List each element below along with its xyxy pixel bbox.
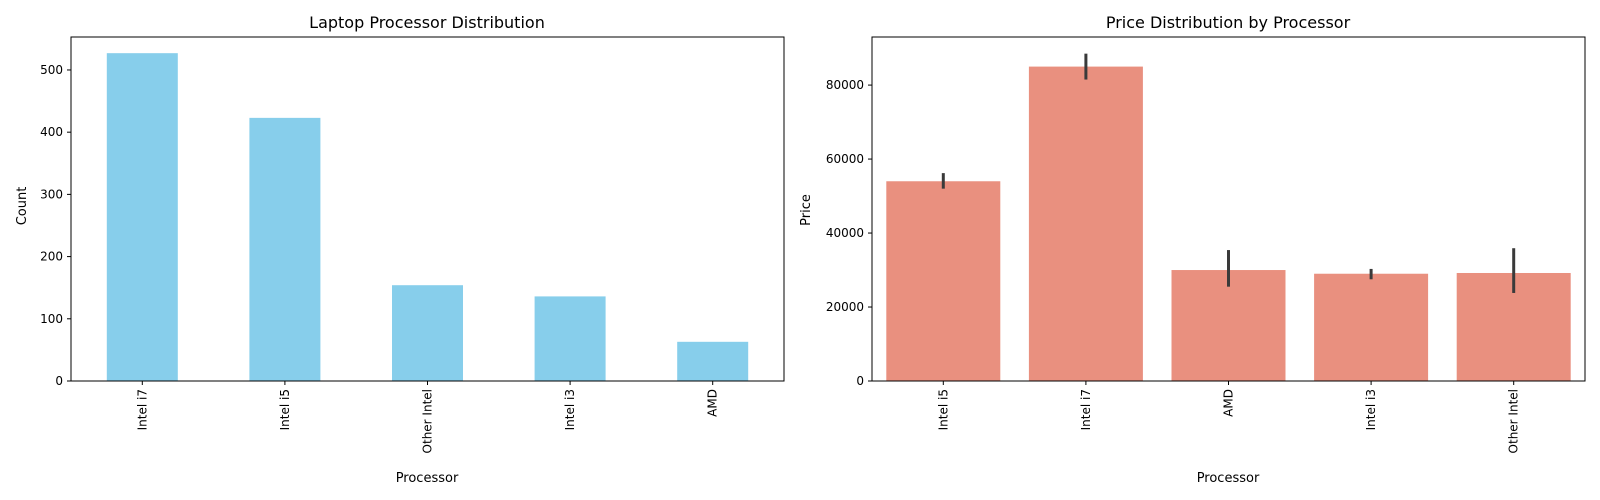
chart-title: Price Distribution by Processor bbox=[1106, 13, 1351, 32]
x-tick-label: Intel i3 bbox=[1364, 389, 1378, 430]
chart-title: Laptop Processor Distribution bbox=[309, 13, 545, 32]
y-tick-label: 80000 bbox=[826, 78, 864, 92]
x-tick-label: Other Intel bbox=[1507, 389, 1521, 453]
bar bbox=[677, 341, 749, 381]
x-axis-label: Processor bbox=[1197, 471, 1260, 486]
y-tick-label: 500 bbox=[40, 63, 63, 77]
x-axis: Intel i7 Intel i5 Other Intel Intel i3 AMD bbox=[135, 381, 720, 453]
x-axis-label: Processor bbox=[396, 471, 459, 486]
x-axis: Intel i5 Intel i7 AMD Intel i3 Other Intel bbox=[936, 381, 1521, 453]
bar bbox=[534, 296, 606, 381]
y-axis: 0 20000 40000 60000 80000 bbox=[826, 78, 872, 388]
x-tick-label: Intel i3 bbox=[563, 389, 577, 430]
x-tick-label: Intel i5 bbox=[936, 389, 950, 430]
x-tick-label: Other Intel bbox=[421, 389, 435, 453]
y-tick-label: 300 bbox=[40, 187, 63, 201]
y-tick-label: 0 bbox=[856, 374, 864, 388]
bar bbox=[249, 117, 321, 382]
bar bbox=[886, 181, 1001, 381]
bar bbox=[1171, 270, 1286, 381]
x-tick-label: Intel i7 bbox=[1079, 389, 1093, 430]
y-tick-label: 200 bbox=[40, 250, 63, 264]
y-tick-label: 100 bbox=[40, 312, 63, 326]
x-tick-label: AMD bbox=[1222, 389, 1236, 417]
processor-count-chart: Laptop Processor Distribution Processor … bbox=[15, 13, 785, 486]
x-tick-label: AMD bbox=[706, 389, 720, 417]
bar-group bbox=[106, 53, 749, 382]
y-axis-label: Price bbox=[799, 194, 814, 226]
bar bbox=[106, 53, 178, 382]
bar bbox=[1028, 66, 1143, 381]
y-tick-label: 20000 bbox=[826, 300, 864, 314]
bar bbox=[392, 285, 463, 381]
y-tick-label: 60000 bbox=[826, 152, 864, 166]
x-tick-label: Intel i5 bbox=[278, 389, 292, 430]
bar-group bbox=[886, 66, 1571, 381]
y-tick-label: 0 bbox=[55, 374, 63, 388]
y-axis: 0 100 200 300 400 500 bbox=[40, 63, 71, 388]
error-bar-group bbox=[941, 53, 1516, 293]
y-tick-label: 40000 bbox=[826, 226, 864, 240]
plot-frame bbox=[70, 36, 785, 382]
x-tick-label: Intel i7 bbox=[135, 389, 149, 430]
y-axis-label: Count bbox=[15, 187, 30, 226]
bar bbox=[1314, 273, 1429, 381]
price-by-processor-chart: Price Distribution by Processor Processo… bbox=[799, 13, 1586, 486]
plot-frame bbox=[871, 36, 1586, 382]
y-tick-label: 400 bbox=[40, 125, 63, 139]
